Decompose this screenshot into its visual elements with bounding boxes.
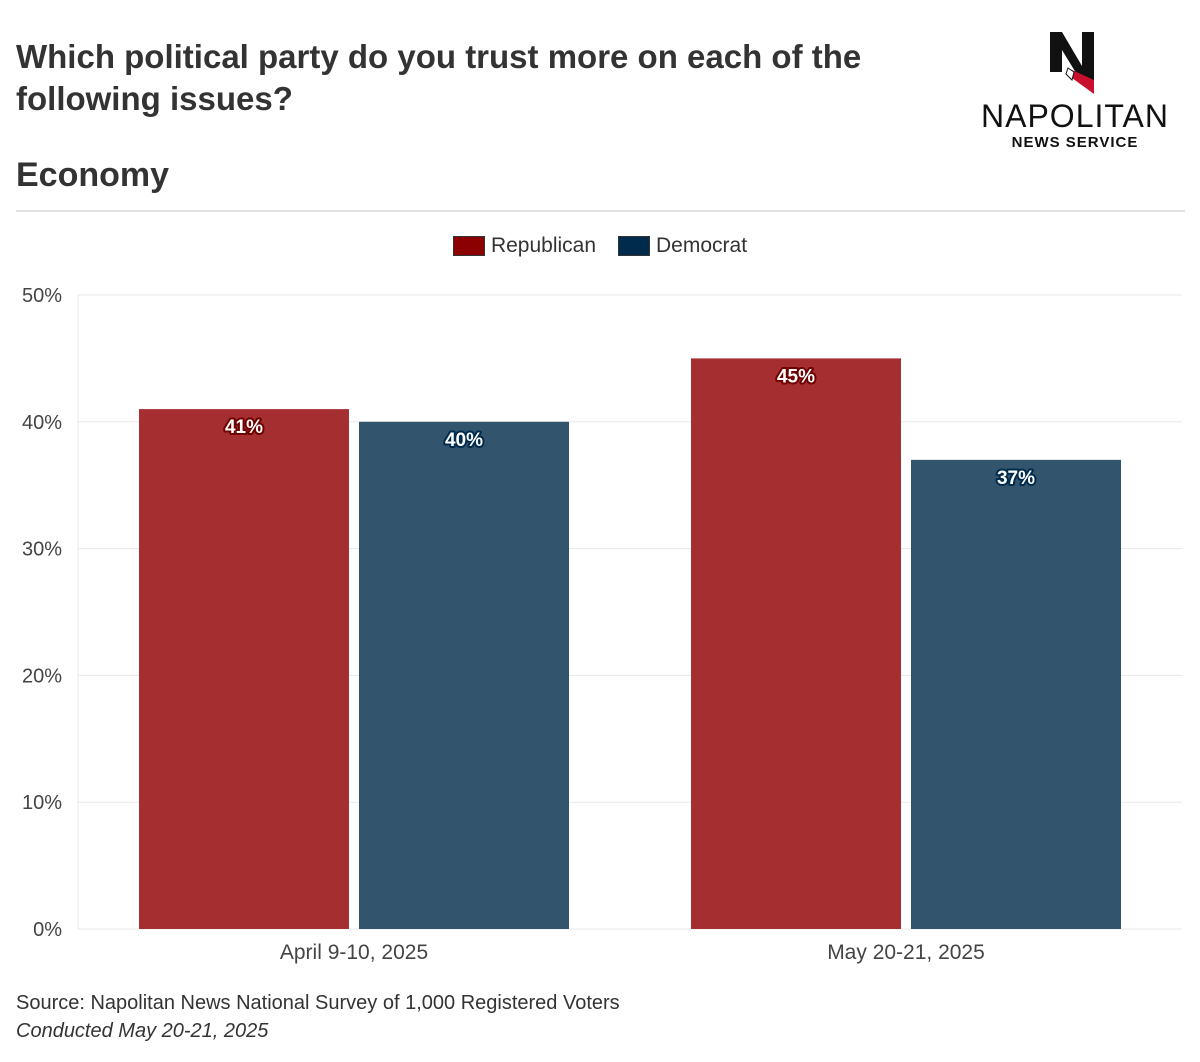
header-divider [16,210,1185,212]
legend-swatch-republican [452,236,485,256]
chart-title: Which political party do you trust more … [16,38,862,117]
logo-subtitle: NEWS SERVICE [1011,134,1139,151]
legend-label-democrat: Democrat [656,234,748,257]
x-tick-label: May 20-21, 2025 [827,941,985,964]
data-label: 40% [445,430,483,451]
y-tick-label: 10% [22,792,62,814]
napolitan-logo: NAPOLITAN NEWS SERVICE [972,24,1178,154]
x-tick-label: April 9-10, 2025 [280,941,428,964]
bar-democrat [911,459,1121,929]
logo-name: NAPOLITAN [981,98,1169,134]
napolitan-n-icon [1050,32,1094,94]
legend-item-republican: Republican [452,234,597,258]
data-label: 41% [225,417,263,438]
conducted-note: Conducted May 20-21, 2025 [16,1020,269,1042]
legend-label-republican: Republican [490,234,597,257]
source-note: Source: Napolitan News National Survey o… [16,992,620,1014]
legend-swatch-democrat [618,236,651,256]
bar-democrat [359,421,569,929]
y-tick-label: 30% [22,539,62,561]
bar-chart: 0% 10% 20% 30% 40% 50% 41% 40% April 9-10, 2025 4… [22,285,1182,964]
y-tick-label: 0% [33,919,62,941]
legend-item-democrat: Democrat [618,234,747,258]
data-label: 37% [997,468,1035,489]
y-tick-label: 40% [22,412,62,434]
bar-republican [139,409,349,929]
chart-subtitle: Economy [16,156,170,194]
y-tick-label: 50% [22,285,62,307]
chart-legend: Republican Democrat [0,234,1200,258]
data-label: 45% [777,366,815,387]
y-tick-label: 20% [22,665,62,687]
bar-republican [691,358,901,929]
